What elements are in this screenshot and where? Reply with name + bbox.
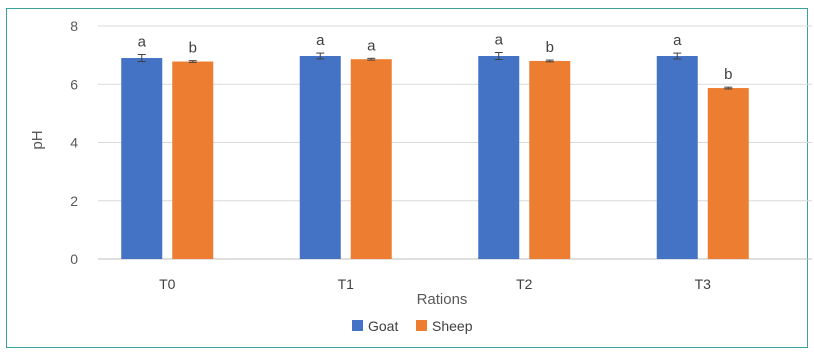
x-axis-ticks: T0 T1 T2 T3 <box>159 276 711 292</box>
significance-label: a <box>367 37 376 54</box>
significance-label: a <box>138 34 147 51</box>
legend: Goat Sheep <box>352 318 473 334</box>
significance-label: b <box>546 39 554 56</box>
y-tick-label: 0 <box>70 251 78 267</box>
x-axis-title: Rations <box>417 291 468 308</box>
x-tick-label: T2 <box>516 276 533 292</box>
significance-label: b <box>724 66 732 83</box>
bar-sheep-t3 <box>707 88 749 259</box>
significance-label: a <box>316 32 325 49</box>
bar-goat-t2 <box>478 55 520 259</box>
legend-swatch-goat <box>352 320 363 331</box>
y-axis-ticks: 0 2 4 6 8 <box>70 18 78 267</box>
bar-goat-t3 <box>656 55 698 259</box>
bar-sheep-t1 <box>350 59 392 259</box>
y-tick-label: 4 <box>70 135 78 151</box>
bars: a b a a a b a b <box>121 32 749 260</box>
legend-label-goat: Goat <box>368 318 398 334</box>
y-axis-title: pH <box>29 130 46 149</box>
significance-label: b <box>189 40 197 57</box>
significance-label: a <box>495 32 504 49</box>
x-tick-label: T3 <box>695 276 712 292</box>
x-tick-label: T0 <box>159 276 176 292</box>
bar-sheep-t0 <box>172 61 214 259</box>
significance-label: a <box>673 32 682 49</box>
legend-swatch-sheep <box>416 320 427 331</box>
bar-goat-t0 <box>121 58 163 259</box>
y-tick-label: 6 <box>70 76 78 92</box>
bar-sheep-t2 <box>529 60 571 260</box>
y-tick-label: 8 <box>70 18 78 34</box>
bar-goat-t1 <box>299 55 341 259</box>
y-tick-label: 2 <box>70 193 78 209</box>
x-tick-label: T1 <box>338 276 355 292</box>
legend-label-sheep: Sheep <box>432 318 473 334</box>
